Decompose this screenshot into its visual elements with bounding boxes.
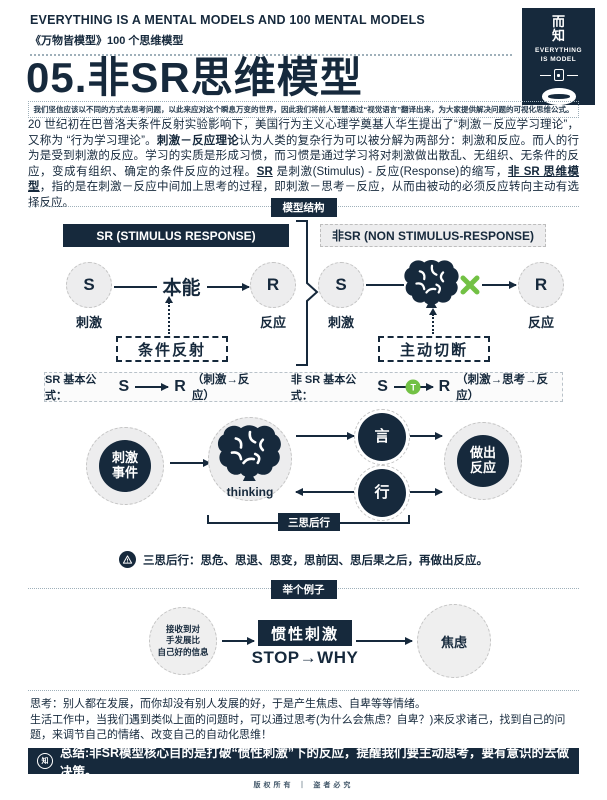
nonsr-formula-note: （刺激→思考→反应） — [456, 374, 549, 402]
brand-seal-row — [539, 69, 578, 82]
cut-x-icon — [460, 275, 480, 295]
nonsr-stimulus-label: 刺激 — [327, 315, 354, 330]
speech-node: 言 — [354, 409, 410, 465]
line — [366, 284, 404, 286]
sr-formula-label: SR 基本公式： — [45, 374, 97, 402]
reflection-text: 思考：别人都在发展，而你却没有别人发展的好，于是产生焦虑、自卑等等情绪。 生活工… — [30, 697, 579, 744]
summary-text: 总结:非SR模型核心目的是打破“惯性刺激”下的反应，提醒我们要主动思考，要有意识… — [60, 746, 570, 779]
intro-segment: 20 世纪初在巴普洛夫条件反射实验影响下，美国行为主义心理学奠基人华生提出了“刺… — [28, 119, 579, 147]
dotted-arrow-up-icon — [429, 308, 437, 334]
arrow-right-icon — [410, 488, 443, 496]
sr-instinct-link: 本能 — [114, 273, 250, 300]
brand-caption-line2: IS MODEL — [540, 56, 577, 64]
brand-logo: 而 知 EVERYTHING IS MODEL — [522, 8, 595, 105]
sr-response-label: 反应 — [259, 315, 286, 330]
arrow-right-icon — [170, 459, 211, 467]
sr-stimulus-node: S — [66, 262, 112, 308]
copyright-footer: 版权所有 ｜ 盗者必究 — [253, 782, 354, 789]
sr-formula-r: R — [174, 378, 186, 395]
nonsr-formula-r: R — [438, 378, 451, 395]
arrow-right-icon — [135, 383, 170, 391]
seal-icon — [553, 69, 564, 82]
arrow-right-icon — [410, 432, 443, 440]
warning-icon — [119, 551, 136, 568]
inertial-stimulus-box: 惯性刺激 — [258, 620, 352, 646]
seal-ring-icon: 知 — [37, 753, 53, 769]
transform-brace-icon — [296, 220, 319, 366]
dash-icon — [539, 74, 551, 76]
example-diagram: 接收到对 手发展比 自己好的信息 惯性刺激 STOP→WHY 焦虑 — [0, 598, 607, 686]
section-divider-example: 举个例子 — [28, 580, 579, 599]
reflection-line2: 生活工作中，当我们遇到类似上面的问题时，可以通过思考(为什么会焦虑？自卑？)来反… — [30, 713, 566, 742]
caution-note-text: 三思后行：思危、思退、思变，思前因、思后果之后，再做出反应。 — [143, 554, 488, 567]
formula-strip: SR 基本公式： S R （刺激→反应） 非 SR 基本公式： S T R （刺… — [44, 372, 563, 402]
thinking-t-icon: T — [405, 379, 421, 395]
page-title: 05.非SR思维模型 — [26, 54, 363, 101]
thinking-label: thinking — [226, 485, 274, 499]
stop-why-label: STOP→WHY — [251, 648, 359, 667]
nonsr-stimulus-node: S — [318, 262, 364, 308]
intro-segment-nonsr: 非 SR 思维模型 — [28, 165, 579, 194]
sr-formula-note: （刺激→反应） — [191, 374, 250, 402]
arrow-right-icon — [296, 432, 355, 440]
header: EVERYTHING IS A MENTAL MODELS AND 100 ME… — [30, 13, 425, 48]
nonsr-header-bar: 非SR (NON STIMULUS-RESPONSE) — [320, 224, 546, 247]
intro-segment: 是刺激(Stimulus) - 反应(Response)的缩写， — [272, 165, 508, 178]
nonsr-formula-s: S — [377, 378, 388, 395]
make-response-node: 做出 反应 — [457, 435, 509, 487]
dotted-arrow-up-icon — [165, 296, 173, 334]
brand-mark: 而 知 — [551, 14, 565, 43]
ring-icon — [541, 88, 576, 105]
think-twice-label: 三思后行 — [278, 513, 340, 531]
summary-bar: 知 总结:非SR模型核心目的是打破“惯性刺激”下的反应，提醒我们要主动思考，要有… — [28, 746, 579, 779]
arrow-right-icon — [356, 637, 413, 645]
nonsr-response-node: R — [518, 262, 564, 308]
intro-segment: ，指的是在刺激－反应中间加上思考的过程，即刺激－思考－反应，从而由被动的必须反应… — [28, 181, 580, 209]
active-cutoff-callout: 主动切断 — [378, 336, 490, 362]
caution-note: 三思后行：思危、思退、思变，思前因、思后果之后，再做出反应。 — [0, 551, 607, 568]
arrow-right-icon — [206, 282, 250, 291]
intro-segment-sr: SR — [256, 165, 273, 178]
instinct-label: 本能 — [162, 278, 201, 299]
arrow-right-icon — [482, 281, 517, 289]
arrow-right-icon — [222, 637, 255, 645]
line — [114, 285, 157, 288]
stimulus-event-node: 刺激 事件 — [99, 440, 151, 492]
action-node: 行 — [354, 465, 410, 521]
brain-icon — [217, 425, 281, 481]
header-dotted-divider — [30, 54, 512, 56]
slogan-strip: 我们坚信应该以不同的方式去思考问题，以此来应对这个瞬息万变的世界，因此我们将前人… — [28, 101, 579, 118]
sr-header-bar: SR (STIMULUS RESPONSE) — [63, 224, 289, 247]
brain-icon — [404, 259, 459, 308]
structure-badge: 模型结构 — [270, 198, 337, 217]
nonsr-formula-label: 非 SR 基本公式： — [290, 374, 357, 402]
sr-response-node: R — [250, 262, 296, 308]
dash-icon — [566, 74, 578, 76]
arrow-left-icon — [295, 488, 354, 496]
example-result-node: 焦虑 — [417, 604, 491, 678]
intro-segment: 认为人类的复杂行为可以被分解为两部分：刺激和反应。而人的行为是受到刺激的反应。学… — [28, 134, 579, 178]
section-divider-structure: 模型结构 — [28, 198, 579, 217]
series-title-cn: 《万物皆模型》100 个思维模型 — [30, 35, 184, 47]
thinking-flow-diagram: 刺激 事件 thinking 言 行 做出 反应 三思后行 — [0, 405, 607, 540]
brand-caption-line1: EVERYTHING — [534, 47, 582, 55]
sr-stimulus-label: 刺激 — [75, 315, 102, 330]
nonsr-response-label: 反应 — [527, 315, 554, 330]
intro-paragraph: 20 世纪初在巴普洛夫条件反射实验影响下，美国行为主义心理学奠基人华生提出了“刺… — [28, 118, 579, 211]
conditioned-reflex-callout: 条件反射 — [116, 336, 228, 362]
example-badge: 举个例子 — [270, 580, 337, 599]
intro-segment-bold: 刺激－反应理论 — [156, 134, 239, 147]
arrow-with-thinking-icon: T — [393, 379, 434, 395]
series-title-en: EVERYTHING IS A MENTAL MODELS AND 100 ME… — [30, 13, 425, 27]
structure-diagram: SR (STIMULUS RESPONSE) 非SR (NON STIMULUS… — [0, 220, 607, 370]
reflection-line1: 思考：别人都在发展，而你却没有别人发展的好，于是产生焦虑、自卑等等情绪。 — [30, 698, 426, 710]
sr-formula-s: S — [118, 378, 130, 395]
example-input-node: 接收到对 手发展比 自己好的信息 — [149, 607, 217, 675]
dotted-divider — [28, 690, 579, 691]
